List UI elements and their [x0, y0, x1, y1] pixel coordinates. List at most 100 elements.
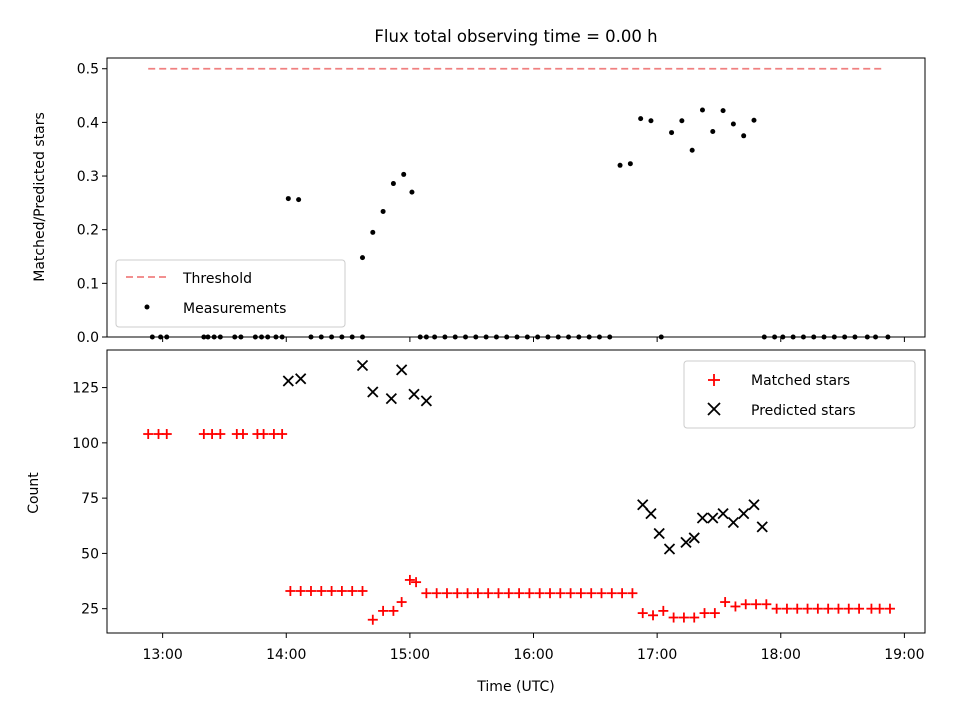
- measurement-point: [780, 334, 786, 340]
- measurement-point: [339, 334, 345, 340]
- measurement-point: [493, 334, 499, 340]
- measurement-point: [535, 334, 541, 340]
- y-tick-label: 50: [81, 546, 99, 562]
- matched-stars-point: [740, 599, 751, 610]
- matched-stars-point: [524, 588, 535, 599]
- x-tick-label: 18:00: [761, 647, 801, 663]
- measurement-point: [821, 334, 827, 340]
- predicted-stars-point: [356, 359, 369, 372]
- measurement-point: [885, 334, 891, 340]
- measurement-point: [285, 196, 291, 202]
- matched-stars-point: [295, 585, 306, 596]
- matched-stars-point: [336, 585, 347, 596]
- matched-stars-point: [316, 585, 327, 596]
- y-tick-label: 0.5: [77, 62, 99, 78]
- predicted-stars-point: [653, 527, 665, 540]
- predicted-stars-point: [738, 507, 750, 520]
- matched-stars-point: [462, 588, 473, 599]
- matched-stars-point: [627, 588, 638, 599]
- matched-stars-point: [658, 605, 669, 616]
- matched-stars-point: [586, 588, 597, 599]
- measurement-point: [720, 108, 726, 114]
- y-axis-ticks: 25 50 75 100 125: [72, 381, 107, 618]
- measurement-point: [217, 334, 223, 340]
- measurement-point: [483, 334, 489, 340]
- measurement-point: [576, 334, 582, 340]
- measurement-point: [432, 334, 438, 340]
- matched-stars-point: [258, 429, 269, 440]
- predicted-stars-point: [717, 507, 729, 520]
- axes-frame-bottom: [106, 349, 926, 634]
- legend-threshold-label: Threshold: [182, 271, 252, 287]
- predicted-stars-point: [282, 375, 294, 387]
- y-axis-label: Matched/Predicted stars: [32, 112, 48, 282]
- matched-stars-point: [565, 588, 576, 599]
- matched-stars-point: [823, 603, 834, 614]
- chart-title: Flux total observing time = 0.00 h: [374, 27, 657, 46]
- measurement-point: [658, 334, 664, 340]
- matched-stars-point: [792, 603, 803, 614]
- predicted-stars-point: [688, 532, 700, 544]
- matched-stars-point: [812, 603, 823, 614]
- predicted-stars-point: [727, 516, 740, 529]
- y-tick-label: 100: [72, 436, 99, 452]
- matched-stars-point: [483, 588, 494, 599]
- matched-stars-point: [781, 603, 792, 614]
- measurement-point: [524, 334, 530, 340]
- matched-stars-point: [305, 585, 316, 596]
- matched-stars-point: [771, 603, 782, 614]
- measurement-point: [279, 334, 285, 340]
- measurement-point: [349, 334, 355, 340]
- matched-stars-point: [751, 599, 762, 610]
- y-tick-label: 0.2: [77, 223, 99, 239]
- predicted-stars-point: [396, 364, 408, 376]
- measurement-point: [252, 334, 258, 340]
- measurement-point: [617, 162, 623, 168]
- predicted-stars-point: [637, 499, 649, 511]
- matched-stars-point: [357, 585, 368, 596]
- matched-stars-point: [421, 588, 432, 599]
- measurement-point: [370, 229, 376, 235]
- measurement-point: [730, 121, 736, 127]
- matched-stars-point: [802, 603, 813, 614]
- matched-stars-point: [503, 588, 514, 599]
- matched-stars-point: [285, 585, 296, 596]
- matched-stars-point: [874, 603, 885, 614]
- matched-stars-point: [606, 588, 617, 599]
- legend-predicted-label: Predicted stars: [751, 403, 856, 419]
- measurement-point: [751, 117, 757, 123]
- measurement-point: [514, 334, 520, 340]
- matched-stars-point: [709, 608, 720, 619]
- matched-stars-point: [215, 429, 226, 440]
- measurement-point: [566, 334, 572, 340]
- matched-stars-point: [388, 605, 399, 616]
- matched-stars-point: [411, 577, 422, 588]
- matched-stars-point: [514, 588, 525, 599]
- predicted-stars-point: [295, 373, 307, 385]
- predicted-stars-point: [707, 512, 719, 524]
- matched-stars-point: [367, 614, 378, 625]
- matched-stars-point: [668, 612, 679, 623]
- matched-stars-point: [378, 605, 389, 616]
- measurement-point: [259, 334, 265, 340]
- legend-bottom: Matched stars Predicted stars: [683, 360, 916, 429]
- legend-matched-label: Matched stars: [751, 373, 850, 389]
- matched-stars-point: [237, 429, 248, 440]
- measurement-point: [205, 334, 211, 340]
- measurement-point: [679, 118, 685, 124]
- matched-stars-point: [441, 588, 452, 599]
- measurement-point: [211, 334, 217, 340]
- measurement-point: [699, 107, 705, 113]
- matched-stars-point: [452, 588, 463, 599]
- predicted-stars-point: [645, 507, 657, 520]
- measurement-point: [638, 116, 644, 122]
- measurement-point: [417, 334, 423, 340]
- x-tick-label: 14:00: [266, 647, 306, 663]
- measurement-point: [596, 334, 602, 340]
- measurement-point: [409, 189, 415, 195]
- measurement-point: [232, 334, 238, 340]
- measurement-point: [401, 171, 407, 177]
- matched-stars-point: [575, 588, 586, 599]
- measurement-point: [329, 334, 335, 340]
- legend-frame: [683, 360, 916, 429]
